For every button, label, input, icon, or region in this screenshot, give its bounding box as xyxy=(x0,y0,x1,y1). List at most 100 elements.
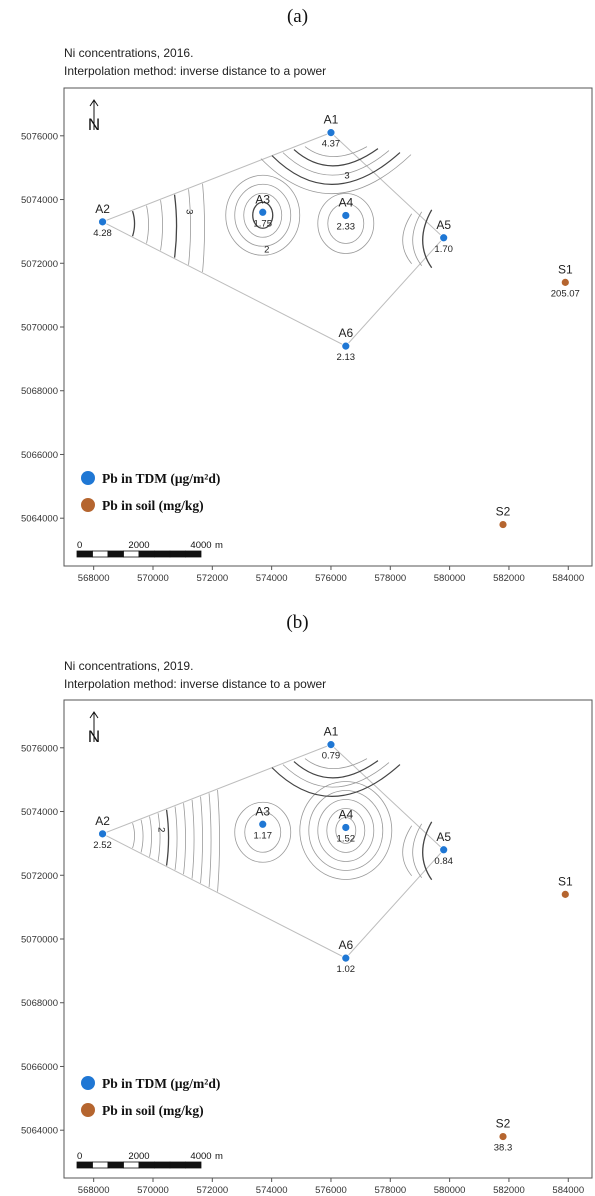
north-arrow-icon: N xyxy=(88,99,100,134)
contour-line xyxy=(260,154,412,195)
y-tick-label: 5070000 xyxy=(21,323,58,334)
legend-soil-label: Pb in soil (mg/kg) xyxy=(102,498,204,513)
scale-segment xyxy=(154,1161,171,1169)
contour-label: 3 xyxy=(344,171,349,182)
scale-label: 2000 xyxy=(128,540,149,551)
station-label: A2 xyxy=(95,202,110,216)
station-label: A4 xyxy=(338,807,353,821)
x-tick-label: 582000 xyxy=(493,573,525,584)
x-tick-label: 580000 xyxy=(434,573,466,584)
x-tick-label: 570000 xyxy=(137,1185,169,1196)
y-tick-label: 5076000 xyxy=(21,131,58,142)
contour-line xyxy=(422,821,433,881)
y-tick-label: 5064000 xyxy=(21,514,58,525)
soil-station-marker xyxy=(498,520,508,529)
scale-segment xyxy=(169,1161,186,1169)
contour-line xyxy=(271,764,401,797)
station-label: A1 xyxy=(324,113,339,127)
soil-station-marker xyxy=(560,277,570,287)
contour-line xyxy=(422,209,433,269)
x-tick-label: 582000 xyxy=(493,1185,525,1196)
north-arrow-head xyxy=(89,711,99,719)
contour-line xyxy=(293,148,379,167)
contour-line xyxy=(299,781,393,880)
scale-segment xyxy=(76,1161,93,1169)
map-chart-a: 568000 570000 572000 574000 576000 578000 5800… xyxy=(21,87,593,584)
contour-line xyxy=(282,762,390,788)
y-tick-label: 5074000 xyxy=(21,195,58,206)
north-label: N xyxy=(88,727,100,746)
panel-label: (b) xyxy=(286,612,309,633)
contour-line xyxy=(244,811,282,853)
scale-segment xyxy=(123,1161,140,1169)
contour-line xyxy=(234,801,292,863)
y-tick-label: 5066000 xyxy=(21,450,58,461)
y-tick-label: 5068000 xyxy=(21,998,58,1009)
scale-segment xyxy=(138,550,155,558)
soil-station-marker xyxy=(498,1132,508,1141)
station-label: A5 xyxy=(436,218,451,232)
station-label: A4 xyxy=(338,195,353,209)
contour-line xyxy=(131,210,136,237)
tdm-station-marker xyxy=(326,128,336,138)
x-tick-label: 574000 xyxy=(256,573,288,584)
tdm-station-marker xyxy=(326,740,336,750)
contour-line xyxy=(132,822,135,849)
contour-line xyxy=(173,194,178,258)
station-value: 2.52 xyxy=(93,840,112,851)
scale-segment xyxy=(169,550,186,558)
contour-line xyxy=(234,183,292,247)
y-tick-label: 5072000 xyxy=(21,259,58,270)
chart-title: Ni concentrations, 2016. xyxy=(64,46,194,60)
contour-line xyxy=(327,203,365,244)
legend-tdm-label: Pb in TDM (μg/m²d) xyxy=(102,1076,220,1091)
panel-b: (b) Ni concentrations, 2019. Interpolati… xyxy=(0,598,595,1196)
scale-bar: 0 2000 4000 m xyxy=(76,1151,223,1169)
contour-line xyxy=(326,808,366,853)
contour-line xyxy=(160,200,163,251)
scale-segment xyxy=(138,1161,155,1169)
legend-soil-marker xyxy=(81,498,95,512)
contour-line xyxy=(202,183,205,272)
station-label: S1 xyxy=(558,262,573,276)
tdm-station-marker xyxy=(439,845,449,855)
contour-line xyxy=(183,803,186,875)
scale-segment xyxy=(92,1161,109,1169)
station-value: 38.3 xyxy=(494,1143,513,1154)
x-tick-label: 578000 xyxy=(374,1185,406,1196)
scale-label: 2000 xyxy=(128,1151,149,1162)
scale-bar: 0 2000 4000 m xyxy=(76,540,223,558)
station-value: 2.13 xyxy=(337,352,356,363)
tdm-station-marker xyxy=(258,207,268,217)
scale-segment xyxy=(76,550,93,558)
station-label: A3 xyxy=(255,804,270,818)
contour-label: 3 xyxy=(184,209,195,214)
y-tick-label: 5074000 xyxy=(21,807,58,818)
scale-segment xyxy=(107,550,124,558)
contour-label: 2 xyxy=(264,244,269,255)
x-tick-label: 578000 xyxy=(374,573,406,584)
station-value: 2.33 xyxy=(337,221,356,232)
contour-line xyxy=(191,799,195,879)
scale-segment xyxy=(185,550,202,558)
y-tick-label: 5064000 xyxy=(21,1126,58,1137)
station-label: A1 xyxy=(324,725,339,739)
legend-soil-label: Pb in soil (mg/kg) xyxy=(102,1103,204,1118)
x-tick-label: 572000 xyxy=(196,1185,228,1196)
contour-line xyxy=(217,789,220,892)
plot-frame xyxy=(63,87,593,567)
north-arrow-icon: N xyxy=(88,711,100,746)
station-value: 4.37 xyxy=(322,139,341,150)
station-label: A6 xyxy=(338,326,353,340)
x-tick-label: 580000 xyxy=(434,1185,466,1196)
contour-line xyxy=(304,146,368,157)
scale-segment xyxy=(123,550,140,558)
contour-line xyxy=(188,189,191,265)
legend: Pb in TDM (μg/m²d) Pb in soil (mg/kg) xyxy=(81,471,220,513)
contour-line xyxy=(149,816,152,857)
contour-line xyxy=(157,813,161,862)
x-tick-label: 584000 xyxy=(552,573,584,584)
contour-line xyxy=(412,823,423,879)
chart-title: Ni concentrations, 2019. xyxy=(64,659,194,673)
contour-line xyxy=(402,213,413,265)
